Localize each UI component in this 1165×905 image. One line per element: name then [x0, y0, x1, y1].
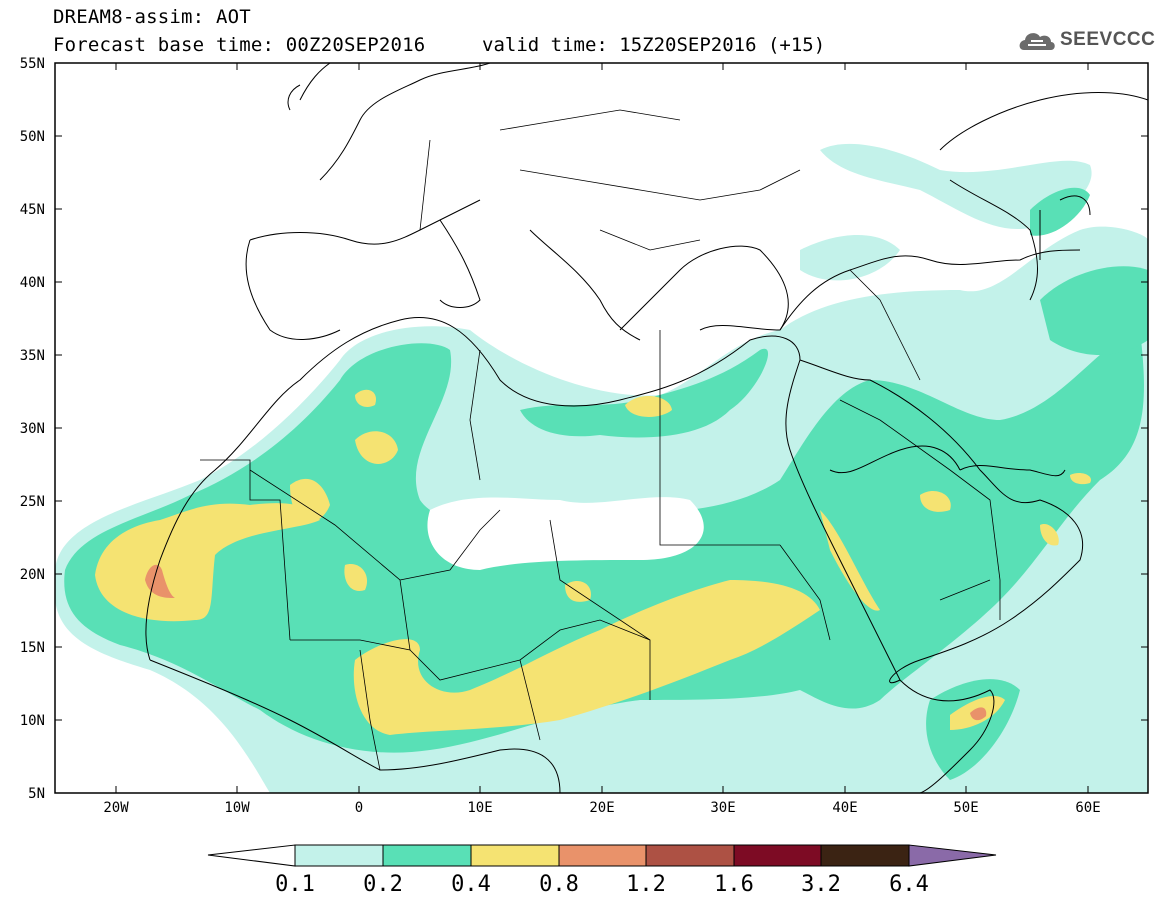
aot-band-0.2 [520, 348, 769, 438]
colorbar-label: 1.6 [714, 872, 754, 897]
lat-label: 5N [28, 786, 45, 802]
colorbar-segment [470, 844, 560, 867]
colorbar-segment [558, 844, 647, 867]
lon-label: 0 [355, 800, 363, 816]
colorbar-label: 0.2 [363, 872, 403, 897]
colorbar-label: 3.2 [801, 872, 841, 897]
aot-band-0.4 [1040, 524, 1059, 546]
lat-label: 30N [20, 421, 45, 437]
colorbar-label: 1.2 [626, 872, 666, 897]
colorbar-label: 0.4 [451, 872, 491, 897]
aot-band-0.4 [355, 431, 398, 464]
lon-label: 50E [953, 800, 978, 816]
lat-label: 20N [20, 567, 45, 583]
aot-clear-region [427, 497, 704, 570]
lat-label: 50N [20, 129, 45, 145]
forecast-base-time: Forecast base time: 00Z20SEP2016 [53, 34, 426, 56]
aot-band-0.4 [344, 564, 368, 591]
lon-label: 20E [589, 800, 614, 816]
aot-band-0.8 [145, 564, 175, 598]
colorbar-segment [382, 844, 472, 867]
aot-band-0.8 [970, 707, 987, 721]
colorbar-segment [294, 844, 384, 867]
lat-label: 45N [20, 202, 45, 218]
lon-label: 20W [103, 800, 129, 816]
colorbar-label: 0.1 [275, 872, 315, 897]
colorbar-label: 0.8 [539, 872, 579, 897]
colorbar-lower-arrow [207, 844, 296, 867]
aot-band-0.4 [355, 389, 376, 407]
colorbar-upper-arrow [908, 844, 997, 867]
aot-band-0.4 [353, 580, 820, 735]
country-borders [200, 109, 1001, 771]
aot-band-0.1 [800, 235, 900, 281]
lon-label: 40E [832, 800, 857, 816]
lat-label: 10N [20, 713, 45, 729]
aot-band-0.4 [290, 478, 330, 522]
logo-text: SEEVCCC [1060, 29, 1156, 50]
colorbar-segment [820, 844, 910, 867]
colorbar-label: 6.4 [889, 872, 929, 897]
aot-band-0.1 [820, 143, 1092, 230]
lat-axis: 55N 50N 45N 40N 35N 30N 25N 20N 15N 10N … [20, 56, 1148, 802]
lat-label: 55N [20, 56, 45, 72]
aot-band-0.2 [1040, 266, 1148, 355]
aot-band-0.2 [1030, 187, 1090, 236]
aot-band-0.4 [1070, 472, 1091, 485]
lat-label: 25N [20, 494, 45, 510]
lon-label: 10W [224, 800, 250, 816]
lon-label: 60E [1075, 800, 1100, 816]
lat-label: 40N [20, 275, 45, 291]
aot-band-0.4 [820, 510, 880, 611]
valid-time: valid time: 15Z20SEP2016 (+15) [482, 34, 826, 56]
cloud-logo-icon [1019, 33, 1055, 50]
lat-label: 35N [20, 348, 45, 364]
colorbar-segment [645, 844, 735, 867]
lon-axis: 20W 10W 0 10E 20E 30E 40E 50E 60E [103, 63, 1101, 816]
colorbar [207, 844, 997, 867]
colorbar-segment [733, 844, 822, 867]
lon-label: 10E [467, 800, 492, 816]
aot-band-0.4 [920, 490, 951, 512]
lon-label: 30E [710, 800, 735, 816]
lat-label: 15N [20, 640, 45, 656]
map-title: DREAM8-assim: AOT [53, 6, 251, 28]
aot-field [55, 143, 1148, 793]
